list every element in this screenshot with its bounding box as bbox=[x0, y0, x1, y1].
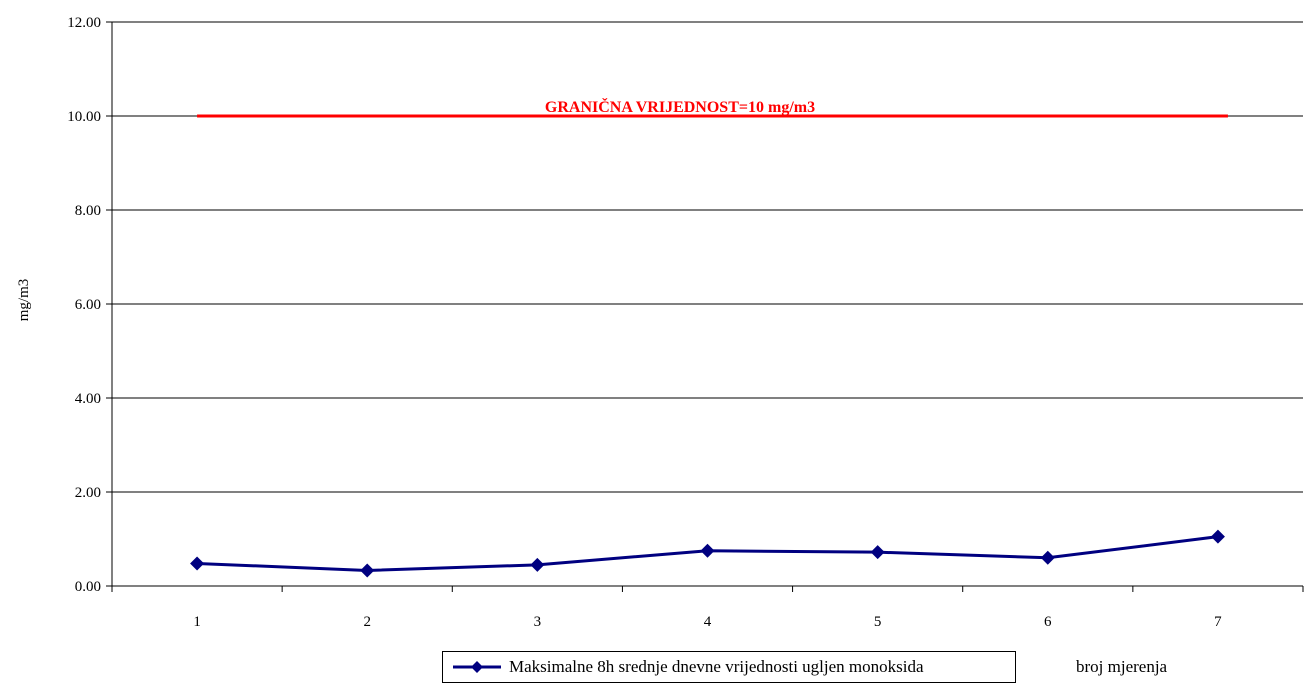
y-tick-label: 10.00 bbox=[67, 109, 101, 125]
legend-label: Maksimalne 8h srednje dnevne vrijednosti… bbox=[509, 657, 924, 676]
y-tick-label: 4.00 bbox=[75, 391, 101, 407]
gridlines bbox=[112, 21, 1303, 493]
y-tick-label: 8.00 bbox=[75, 203, 101, 219]
limit-line-group: GRANIČNA VRIJEDNOST=10 mg/m3 bbox=[197, 97, 1228, 118]
x-tick-labels: 1 2 3 4 5 6 7 bbox=[193, 614, 1222, 630]
x-tick-label: 6 bbox=[1044, 614, 1052, 630]
axes bbox=[106, 21, 1304, 592]
legend-swatch bbox=[453, 661, 501, 673]
data-point bbox=[1040, 550, 1055, 565]
data-point bbox=[1210, 529, 1225, 544]
limit-label: GRANIČNA VRIJEDNOST=10 mg/m3 bbox=[545, 97, 815, 116]
y-tick-label: 12.00 bbox=[67, 15, 101, 31]
x-tick-label: 7 bbox=[1214, 614, 1222, 630]
x-axis-label: broj mjerenja bbox=[1076, 657, 1168, 676]
legend: Maksimalne 8h srednje dnevne vrijednosti… bbox=[442, 651, 1016, 683]
x-tick-label: 2 bbox=[363, 614, 371, 630]
data-point bbox=[870, 545, 885, 560]
series-group bbox=[190, 529, 1225, 578]
x-tick-label: 5 bbox=[874, 614, 882, 630]
y-tick-label: 2.00 bbox=[75, 485, 101, 501]
data-point bbox=[700, 543, 715, 558]
y-tick-label: 0.00 bbox=[75, 579, 101, 595]
x-tick-label: 1 bbox=[193, 614, 201, 630]
data-point bbox=[190, 556, 205, 571]
y-axis-label: mg/m3 bbox=[16, 279, 32, 322]
data-point bbox=[360, 563, 375, 578]
data-point bbox=[530, 557, 545, 572]
y-tick-label: 6.00 bbox=[75, 297, 101, 313]
y-tick-labels: 0.00 2.00 4.00 6.00 8.00 10.00 12.00 bbox=[67, 15, 101, 595]
x-tick-label: 4 bbox=[704, 614, 712, 630]
x-tick-label: 3 bbox=[534, 614, 542, 630]
